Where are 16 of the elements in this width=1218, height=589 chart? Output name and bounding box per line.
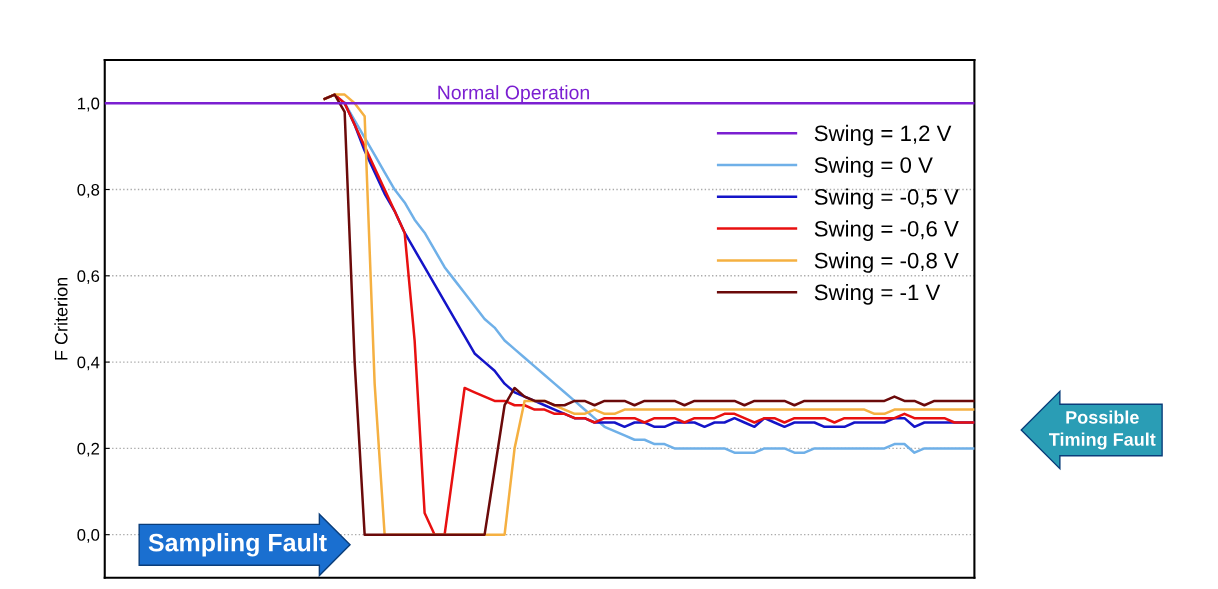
y-tick-label: 0,0 bbox=[77, 529, 100, 543]
y-tick-label: 0,6 bbox=[77, 270, 100, 284]
legend-label: Swing = -0,6 V bbox=[814, 220, 959, 242]
legend-label: Swing = -0,8 V bbox=[814, 252, 959, 273]
legend-label: Swing = 0 V bbox=[814, 156, 933, 178]
y-tick-label: 1,0 bbox=[77, 97, 100, 112]
legend-label: Swing = 1,2 V bbox=[814, 124, 952, 146]
annotation: Sampling Fault bbox=[148, 533, 327, 557]
annotation: Normal Operation bbox=[438, 85, 589, 104]
y-tick-label: 0,2 bbox=[77, 442, 100, 457]
legend-label: Swing = -1 V bbox=[814, 283, 941, 305]
y-tick-label: 0,4 bbox=[77, 356, 100, 371]
legend-label: Swing = -0,5 V bbox=[814, 188, 959, 210]
text: Possible Timing Fault bbox=[1048, 410, 1156, 450]
y-tick-label: 0,8 bbox=[77, 183, 100, 198]
y-axis-title: F Criterion bbox=[54, 277, 68, 360]
